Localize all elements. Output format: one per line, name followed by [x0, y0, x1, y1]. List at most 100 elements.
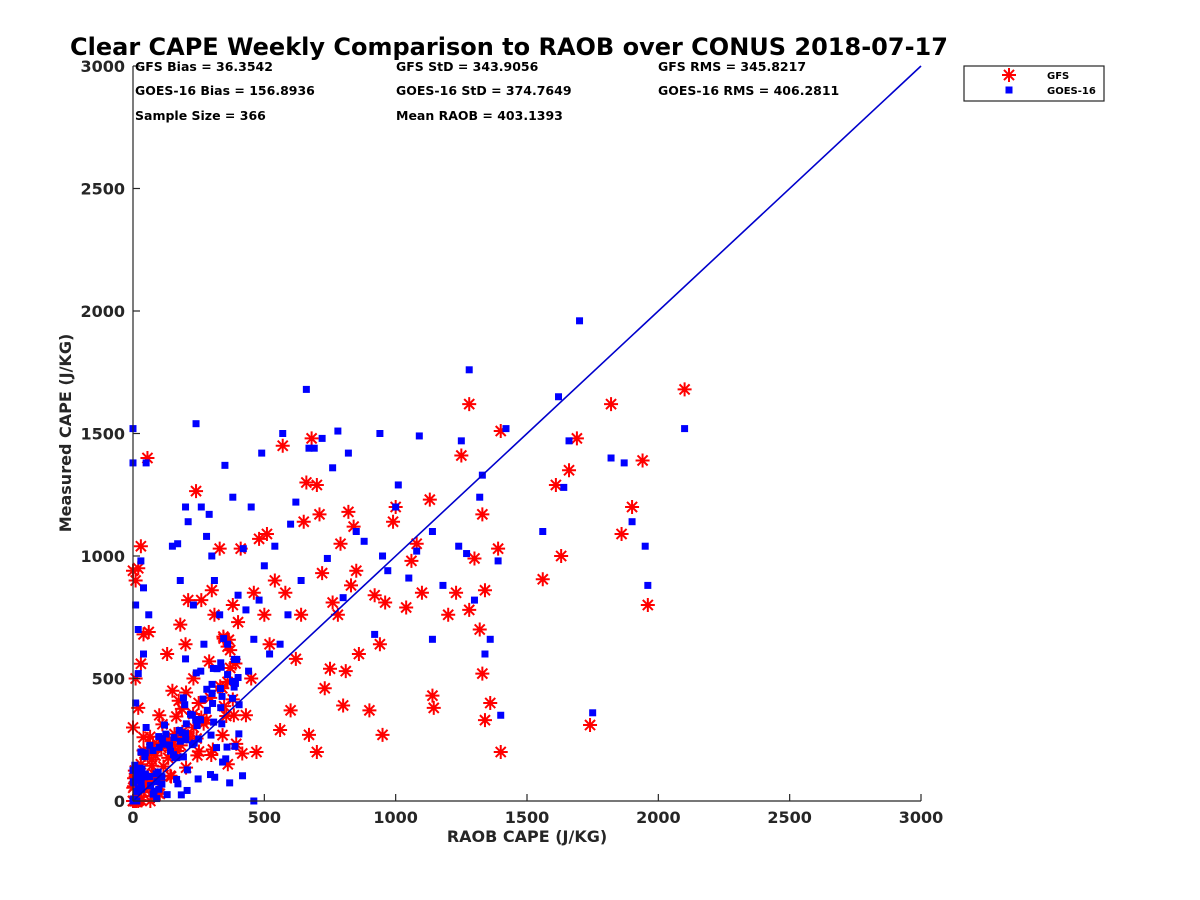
gfs-point: [181, 593, 196, 608]
goes16-point: [206, 771, 214, 779]
x-tick-label: 0: [127, 808, 138, 827]
gfs-point: [174, 701, 189, 716]
goes16-point: [188, 711, 196, 719]
gfs-point: [378, 595, 393, 610]
goes16-point: [155, 733, 163, 741]
gfs-point: [535, 572, 550, 587]
goes16-point: [137, 784, 145, 792]
gfs-point: [493, 745, 508, 759]
legend-box: [963, 65, 1105, 102]
goes16-point: [223, 743, 231, 751]
goes16-point: [230, 683, 238, 691]
gfs-bias-stat: GFS Bias = 36.3542: [135, 59, 273, 74]
goes16-point: [141, 770, 149, 778]
gfs-point: [196, 716, 211, 731]
goes16-point: [470, 596, 478, 604]
goes16-point: [208, 552, 216, 560]
y-tick-label: 3000: [80, 57, 125, 76]
gfs-point: [467, 551, 482, 566]
goes16-point: [250, 635, 258, 643]
goes16-point: [140, 584, 148, 592]
goes16-point: [394, 481, 402, 489]
gfs-point: [462, 397, 477, 412]
x-ticks: 0 500 1000 1500 2000 2500 3000: [127, 794, 943, 827]
gfs-point: [454, 448, 469, 463]
goes16-point: [142, 724, 150, 731]
goes16-point: [560, 483, 568, 491]
goes16-point: [142, 459, 150, 467]
gfs-point: [330, 607, 345, 622]
x-tick-label: 3000: [899, 808, 944, 827]
gfs-point: [323, 661, 337, 676]
goes16-point: [220, 635, 228, 643]
gfs-point: [190, 748, 205, 763]
goes16-point: [329, 464, 337, 472]
goes16-point: [162, 730, 170, 738]
gfs-point: [294, 607, 309, 622]
gfs-point: [491, 541, 506, 556]
gfs-point: [475, 507, 490, 522]
goes16-point: [233, 655, 241, 663]
gfs-series: [126, 382, 692, 808]
goes16-point: [463, 550, 471, 558]
goes16-point: [260, 562, 268, 570]
gfs-point: [554, 549, 569, 563]
gfs-point: [133, 757, 148, 772]
gfs-point: [317, 681, 332, 696]
x-tick-label: 500: [248, 808, 281, 827]
goes16-point: [203, 706, 211, 714]
goes16-point: [153, 778, 161, 786]
y-axis-label: Measured CAPE (J/KG): [56, 334, 75, 533]
goes16-point: [136, 764, 144, 772]
goes16-point: [242, 606, 250, 614]
gfs-point: [225, 598, 240, 612]
one-to-one-line: [132, 65, 922, 802]
goes16-point: [141, 749, 149, 757]
goes16-point: [184, 518, 192, 526]
goes16-point: [607, 454, 615, 462]
goes16-point: [158, 773, 166, 781]
goes16-point: [576, 317, 584, 325]
goes16-point: [183, 786, 191, 794]
gfs-point: [477, 713, 492, 728]
gfs-point: [203, 690, 218, 705]
goes16-point: [392, 503, 400, 511]
y-ticks: 0 500 1000 1500 2000 2500 3000: [80, 57, 140, 811]
gfs-point: [235, 746, 250, 761]
goes16-point: [455, 542, 463, 550]
gfs-point: [226, 708, 241, 723]
gfs-point: [493, 424, 508, 439]
gfs-point: [604, 397, 619, 412]
goes16-point: [620, 459, 628, 467]
goes16-point: [502, 425, 510, 433]
y-tick-label: 1500: [80, 425, 125, 444]
goes16-point: [192, 716, 200, 724]
goes16-point: [163, 791, 171, 799]
goes16-point: [155, 743, 163, 751]
goes16-point: [211, 773, 219, 781]
goes16-point: [276, 640, 284, 648]
goes16-point: [166, 741, 174, 749]
gfs-point: [569, 431, 584, 446]
goes16-point: [486, 635, 494, 643]
goes16-point: [155, 785, 163, 793]
gfs-point: [341, 504, 356, 519]
goes16-point: [379, 552, 387, 560]
goes16-point: [203, 532, 211, 540]
goes16-point: [197, 503, 205, 511]
goes16-point: [132, 699, 140, 707]
gfs-point: [362, 703, 377, 718]
goes16-point: [310, 444, 318, 452]
gfs-point: [186, 671, 201, 686]
goes16-point: [239, 545, 247, 553]
goes16-point: [234, 591, 242, 599]
goes16-point: [465, 366, 473, 374]
goes16-point: [218, 692, 226, 700]
goes16-point: [589, 709, 597, 717]
gfs-point: [404, 553, 419, 568]
goes16-point: [428, 635, 436, 643]
gfs-point: [244, 671, 259, 686]
gfs-rms-stat: GFS RMS = 345.8217: [658, 59, 806, 74]
gfs-point: [173, 738, 188, 753]
